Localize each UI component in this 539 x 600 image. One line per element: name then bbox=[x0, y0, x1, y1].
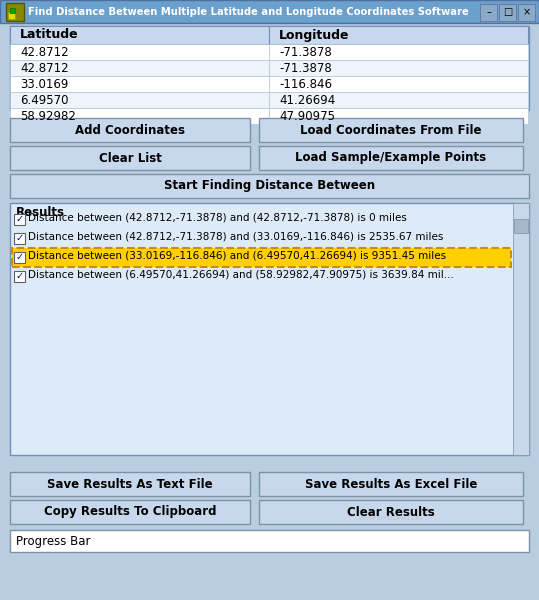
Bar bbox=[259, 118, 523, 142]
Text: 42.8712: 42.8712 bbox=[20, 61, 68, 74]
Bar bbox=[480, 4, 497, 21]
Text: 47.90975: 47.90975 bbox=[279, 109, 335, 122]
Bar bbox=[14, 271, 25, 282]
Text: –: – bbox=[486, 7, 491, 17]
Text: 41.26694: 41.26694 bbox=[279, 94, 335, 107]
Bar bbox=[10, 174, 529, 198]
Bar bbox=[14, 214, 25, 225]
Bar bbox=[10, 44, 269, 60]
Bar bbox=[10, 108, 269, 124]
Text: 42.8712: 42.8712 bbox=[20, 46, 68, 58]
Bar bbox=[12, 248, 511, 267]
Bar bbox=[269, 76, 528, 92]
Text: 33.0169: 33.0169 bbox=[20, 77, 68, 91]
Text: Progress Bar: Progress Bar bbox=[16, 535, 91, 547]
Bar bbox=[513, 203, 529, 455]
Text: Add Coordinates: Add Coordinates bbox=[75, 124, 185, 136]
Text: -71.3878: -71.3878 bbox=[279, 46, 331, 58]
Text: Latitude: Latitude bbox=[20, 28, 79, 41]
Bar bbox=[518, 4, 535, 21]
Bar bbox=[269, 108, 528, 124]
Text: Longitude: Longitude bbox=[279, 28, 349, 41]
Bar bbox=[259, 500, 523, 524]
Bar bbox=[499, 4, 516, 21]
Text: Distance between (42.8712,-71.3878) and (33.0169,-116.846) is 2535.67 miles: Distance between (42.8712,-71.3878) and … bbox=[28, 232, 444, 241]
Bar bbox=[10, 8, 15, 13]
Text: Find Distance Between Multiple Latitude and Longitude Coordinates Software: Find Distance Between Multiple Latitude … bbox=[28, 7, 469, 17]
Bar bbox=[10, 500, 250, 524]
Bar bbox=[269, 26, 528, 44]
Text: ✓: ✓ bbox=[16, 271, 24, 281]
Text: ×: × bbox=[522, 7, 530, 17]
Bar bbox=[269, 92, 528, 108]
Bar bbox=[259, 146, 523, 170]
Text: Distance between (6.49570,41.26694) and (58.92982,47.90975) is 3639.84 mil...: Distance between (6.49570,41.26694) and … bbox=[28, 269, 454, 280]
Text: □: □ bbox=[503, 7, 512, 17]
Bar bbox=[10, 76, 269, 92]
Text: -71.3878: -71.3878 bbox=[279, 61, 331, 74]
Text: Distance between (33.0169,-116.846) and (6.49570,41.26694) is 9351.45 miles: Distance between (33.0169,-116.846) and … bbox=[28, 251, 446, 260]
Bar bbox=[10, 92, 269, 108]
Text: Copy Results To Clipboard: Copy Results To Clipboard bbox=[44, 505, 216, 518]
Text: Distance between (42.8712,-71.3878) and (42.8712,-71.3878) is 0 miles: Distance between (42.8712,-71.3878) and … bbox=[28, 212, 407, 223]
Text: Save Results As Text File: Save Results As Text File bbox=[47, 478, 213, 491]
Bar bbox=[0, 554, 539, 600]
Text: Clear Results: Clear Results bbox=[347, 505, 435, 518]
Text: ✓: ✓ bbox=[16, 233, 24, 243]
Text: Clear List: Clear List bbox=[99, 151, 162, 164]
Text: Save Results As Excel File: Save Results As Excel File bbox=[305, 478, 477, 491]
Bar bbox=[269, 44, 528, 60]
Text: 6.49570: 6.49570 bbox=[20, 94, 68, 107]
Bar bbox=[10, 203, 529, 455]
Bar bbox=[10, 26, 269, 44]
Text: ✓: ✓ bbox=[16, 252, 24, 262]
Bar bbox=[14, 252, 25, 263]
Bar bbox=[10, 146, 250, 170]
Bar bbox=[10, 472, 250, 496]
Text: Load Sample/Example Points: Load Sample/Example Points bbox=[295, 151, 487, 164]
Bar bbox=[14, 233, 25, 244]
Text: Load Coordinates From File: Load Coordinates From File bbox=[300, 124, 482, 136]
Bar bbox=[259, 472, 523, 496]
Bar bbox=[10, 26, 529, 110]
Text: 58.92982: 58.92982 bbox=[20, 109, 76, 122]
Bar bbox=[0, 0, 539, 23]
Text: ✓: ✓ bbox=[16, 214, 24, 224]
Text: Start Finding Distance Between: Start Finding Distance Between bbox=[164, 179, 375, 193]
Bar bbox=[8, 12, 15, 19]
Text: www.softedia.com: www.softedia.com bbox=[359, 515, 423, 521]
Bar bbox=[6, 3, 24, 21]
Bar bbox=[10, 530, 529, 552]
Bar bbox=[10, 118, 250, 142]
Bar bbox=[269, 60, 528, 76]
Bar bbox=[10, 60, 269, 76]
Text: Results: Results bbox=[16, 206, 65, 220]
Text: -116.846: -116.846 bbox=[279, 77, 332, 91]
Bar bbox=[514, 219, 528, 233]
